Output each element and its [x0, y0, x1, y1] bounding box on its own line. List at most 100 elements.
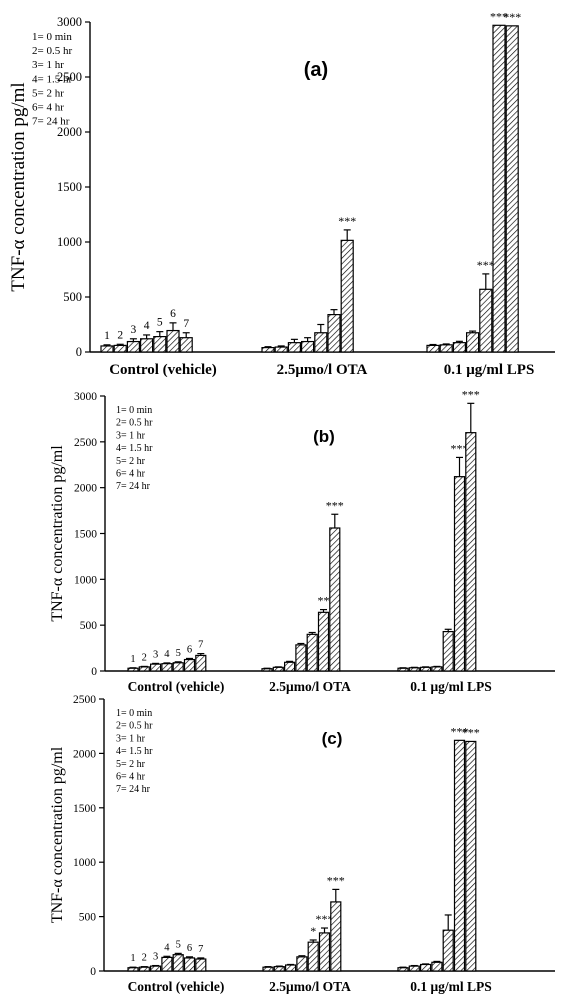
- bar: [161, 663, 173, 672]
- significance-label: *: [310, 924, 316, 938]
- bar: [183, 658, 196, 672]
- legend-entry: 3= 1 hr: [32, 59, 64, 71]
- y-tick-label: 500: [79, 912, 97, 924]
- bar: [183, 957, 196, 972]
- bar: [314, 332, 328, 353]
- y-tick-label: 1000: [57, 235, 82, 249]
- bar-number-label: 1: [130, 953, 135, 964]
- y-tick-label: 0: [76, 345, 82, 359]
- bar: [287, 342, 301, 353]
- significance-label: ***: [462, 387, 480, 401]
- y-tick-label: 2000: [57, 125, 82, 139]
- legend-entry: 4= 1.5 hr: [32, 73, 72, 85]
- bar-number-label: 7: [198, 944, 203, 955]
- bar-number-label: 4: [164, 942, 170, 953]
- y-tick-label: 0: [91, 666, 97, 678]
- legend-entry: 6= 4 hr: [32, 102, 64, 114]
- significance-label: ***: [462, 725, 480, 739]
- bar: [307, 941, 319, 972]
- bar: [166, 329, 180, 353]
- significance-label: ***: [316, 912, 334, 926]
- y-axis-title: TNF-α concentration pg/ml: [49, 445, 66, 622]
- bar: [261, 668, 273, 672]
- panel-label: (c): [322, 729, 343, 748]
- panel-label: (a): [304, 59, 328, 81]
- y-tick-label: 2500: [57, 70, 82, 84]
- legend-entry: 2= 0.5 hr: [32, 45, 72, 57]
- bar: [100, 345, 114, 353]
- bar: [195, 958, 207, 972]
- bar: [431, 666, 443, 672]
- category-label: 2.5μmo/l OTA: [269, 979, 351, 994]
- bar: [127, 667, 139, 672]
- y-tick-label: 1000: [73, 857, 96, 869]
- significance-label: ***: [477, 258, 495, 272]
- y-tick-label: 2000: [73, 748, 96, 760]
- bar: [397, 967, 409, 972]
- bar: [274, 346, 288, 353]
- y-tick-label: 3000: [57, 15, 82, 29]
- bar: [138, 966, 150, 972]
- significance-label: ***: [451, 441, 469, 455]
- bar-number-label: 1: [130, 654, 135, 665]
- category-label: 0.1 μg/ml LPS: [410, 979, 492, 994]
- bar: [465, 432, 477, 672]
- bar-number-label: 5: [176, 648, 181, 659]
- significance-label: ***: [338, 214, 356, 228]
- y-tick-label: 500: [63, 290, 82, 304]
- bar: [150, 965, 162, 972]
- bar-number-label: 2: [142, 953, 147, 964]
- bar: [492, 24, 506, 353]
- bar: [127, 967, 139, 972]
- bar: [261, 347, 275, 353]
- legend-entry: 4= 1.5 hr: [116, 443, 153, 454]
- category-label: 2.5μmo/l OTA: [269, 679, 351, 694]
- bar: [420, 963, 432, 972]
- legend-entry: 7= 24 hr: [116, 481, 151, 492]
- bar: [172, 954, 184, 972]
- bar: [161, 956, 173, 972]
- legend-entry: 7= 24 hr: [32, 116, 70, 128]
- category-label: Control (vehicle): [109, 362, 217, 378]
- bar: [153, 336, 167, 353]
- bar: [420, 666, 432, 672]
- bar-number-label: 4: [164, 649, 170, 660]
- y-tick-label: 1500: [73, 803, 96, 815]
- legend-entry: 6= 4 hr: [116, 469, 146, 480]
- legend-entry: 5= 2 hr: [116, 759, 146, 770]
- legend-entry: 1= 0 min: [32, 31, 72, 43]
- bar: [330, 901, 342, 972]
- y-tick-label: 2500: [74, 437, 97, 449]
- bar: [329, 527, 341, 672]
- bar: [318, 932, 331, 972]
- bar: [172, 662, 184, 672]
- bar: [439, 344, 453, 353]
- bar-number-label: 2: [117, 329, 123, 341]
- bar: [284, 661, 296, 672]
- bar: [272, 666, 284, 672]
- bar: [317, 611, 330, 672]
- bar-number-label: 3: [131, 324, 137, 336]
- bar: [195, 654, 207, 672]
- bar-number-label: 1: [104, 330, 110, 342]
- bar-number-label: 6: [170, 308, 176, 320]
- y-tick-label: 3000: [74, 391, 97, 403]
- legend-entry: 2= 0.5 hr: [116, 721, 153, 732]
- bar: [179, 337, 193, 353]
- legend-entry: 2= 0.5 hr: [116, 418, 153, 429]
- legend-entry: 5= 2 hr: [116, 456, 146, 467]
- legend-entry: 4= 1.5 hr: [116, 746, 153, 757]
- bar: [138, 666, 150, 672]
- category-label: 0.1 μg/ml LPS: [410, 679, 492, 694]
- bar: [465, 740, 477, 972]
- bar-number-label: 7: [198, 640, 203, 651]
- bar: [273, 966, 285, 972]
- bar-number-label: 2: [142, 652, 147, 663]
- category-label: Control (vehicle): [128, 979, 225, 994]
- bar: [150, 663, 162, 672]
- bar: [426, 344, 440, 353]
- y-tick-label: 1500: [74, 529, 97, 541]
- legend-entry: 1= 0 min: [116, 708, 152, 719]
- bar: [408, 667, 420, 672]
